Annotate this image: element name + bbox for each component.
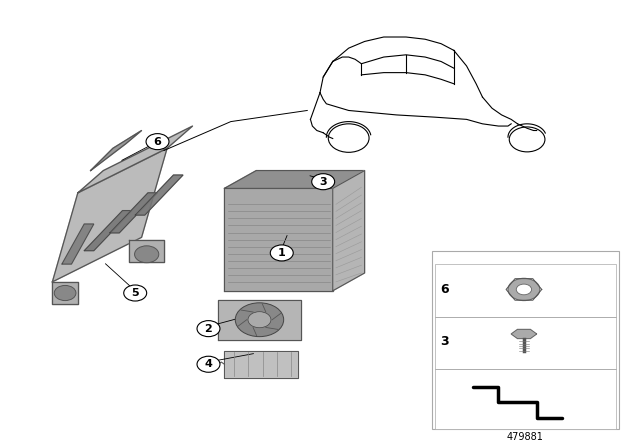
Polygon shape (91, 130, 141, 171)
Polygon shape (52, 282, 78, 304)
Text: 5: 5 (131, 288, 139, 298)
Polygon shape (225, 188, 333, 291)
Circle shape (312, 174, 335, 190)
Circle shape (508, 278, 540, 301)
Polygon shape (333, 171, 365, 291)
Polygon shape (52, 148, 167, 282)
Bar (435, 264, 616, 318)
Text: 6: 6 (154, 137, 161, 146)
Polygon shape (218, 300, 301, 340)
Circle shape (197, 356, 220, 372)
Text: 3: 3 (319, 177, 327, 187)
Circle shape (270, 245, 293, 261)
Polygon shape (225, 171, 365, 188)
Circle shape (134, 246, 159, 263)
Text: 3: 3 (440, 336, 449, 349)
Polygon shape (109, 193, 157, 233)
Circle shape (146, 134, 169, 150)
FancyBboxPatch shape (431, 251, 620, 429)
Polygon shape (511, 329, 537, 339)
Text: 6: 6 (440, 284, 449, 297)
Circle shape (236, 303, 284, 336)
Circle shape (248, 312, 271, 328)
Polygon shape (62, 224, 94, 264)
Circle shape (54, 285, 76, 301)
Text: 2: 2 (205, 323, 212, 334)
Bar (435, 318, 616, 369)
Bar (435, 369, 616, 429)
Polygon shape (225, 351, 298, 378)
Text: 4: 4 (205, 359, 212, 369)
Circle shape (124, 285, 147, 301)
Circle shape (197, 321, 220, 336)
Polygon shape (135, 175, 183, 215)
Circle shape (516, 284, 532, 295)
Polygon shape (78, 126, 193, 193)
Polygon shape (84, 211, 132, 251)
Text: 479881: 479881 (507, 432, 543, 442)
Text: 1: 1 (278, 248, 285, 258)
Polygon shape (129, 240, 164, 262)
